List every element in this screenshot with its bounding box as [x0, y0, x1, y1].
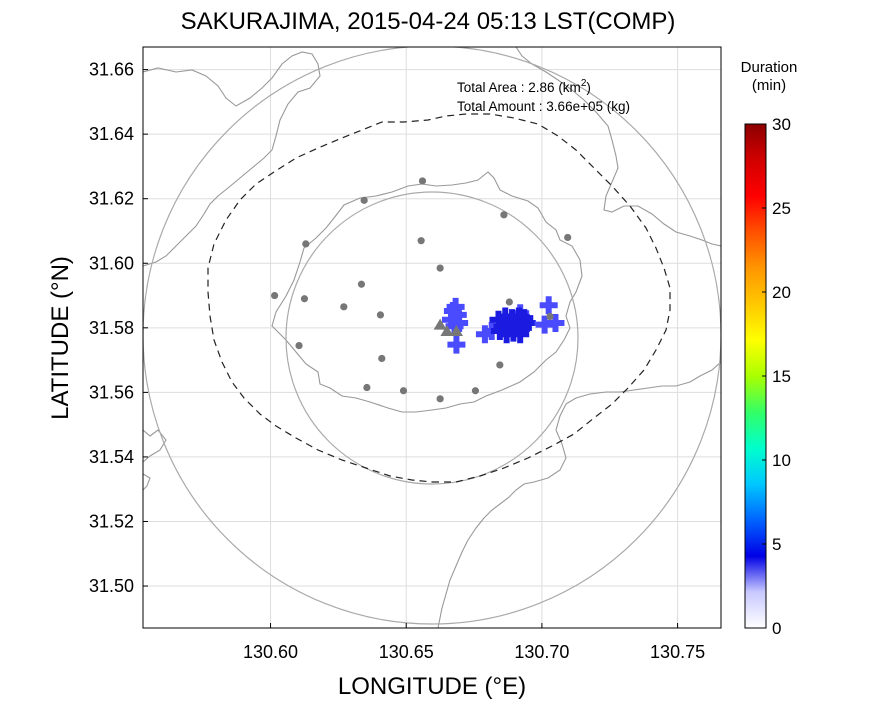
colorbar-title-line1: Duration [741, 59, 798, 76]
outer-range-ring [143, 47, 721, 625]
ashfall-cell [447, 335, 466, 354]
colorbar-ticks: 0 5 10 15 20 25 30 [762, 115, 791, 638]
y-tick-label: 31.50 [89, 576, 134, 596]
mainland-coastline-west [143, 51, 321, 267]
station-point [471, 387, 480, 395]
station-point [302, 240, 310, 248]
y-tick-label: 31.52 [89, 511, 134, 531]
station-point [376, 311, 385, 319]
x-axis-label: LONGITUDE (°E) [338, 673, 526, 700]
island-coastline [271, 171, 583, 413]
total-area-close: ) [586, 80, 591, 95]
colorbar-tick-label: 20 [772, 283, 791, 302]
station-point [500, 211, 508, 219]
total-area-superscript: 2 [581, 78, 587, 89]
ashfall-cell [546, 313, 565, 332]
colorbar-tick-label: 5 [772, 535, 781, 554]
station-point [295, 341, 303, 350]
plot-frame [142, 46, 722, 629]
station-point [436, 264, 444, 272]
plot-area [142, 46, 722, 629]
mainland-coastline-southwest [143, 429, 167, 463]
dashed-boundary [207, 113, 671, 483]
station-point [378, 354, 386, 363]
ashfall-cell-dense [516, 313, 535, 332]
map-layer [143, 47, 721, 628]
inner-range-ring [285, 191, 579, 485]
mainland-coastline-east [437, 361, 721, 628]
vent-layer [433, 318, 463, 337]
x-tick-label: 130.60 [243, 642, 298, 662]
station-point [496, 361, 504, 369]
x-axis-ticks: 130.60 130.65 130.70 130.75 [243, 623, 705, 662]
mainland-coastline-north [515, 47, 721, 247]
colorbar-tick-label: 0 [772, 619, 781, 638]
station-point [436, 395, 444, 403]
x-tick-label: 130.65 [379, 642, 434, 662]
station-point [399, 387, 408, 395]
x-tick-label: 130.75 [650, 642, 705, 662]
ashfall-cell-dense [490, 322, 509, 341]
station-point [300, 295, 309, 303]
vent-marker [449, 325, 463, 337]
vent-marker [433, 318, 447, 330]
colorbar: Duration (min) 0 5 10 15 20 25 30 [741, 59, 798, 638]
total-amount-text: Total Amount : 3.66e+05 (kg) [457, 99, 630, 114]
colorbar-tick-label: 30 [772, 115, 791, 134]
ashfall-cell-dense [511, 325, 530, 344]
colorbar-tick-label: 25 [772, 199, 791, 218]
y-tick-label: 31.58 [89, 318, 134, 338]
station-point [340, 303, 348, 311]
ashfall-layer [441, 296, 565, 354]
station-point [271, 291, 279, 300]
total-area-label: Total Area : 2.86 (km [457, 80, 581, 95]
station-point [363, 383, 371, 392]
y-tick-label: 31.54 [89, 447, 134, 467]
colorbar-title-line2: (min) [752, 77, 786, 94]
total-area-text: Total Area : 2.86 (km2) [457, 78, 591, 95]
y-tick-label: 31.60 [89, 253, 134, 273]
y-axis-label: LATITUDE (°N) [47, 256, 74, 420]
station-point [357, 280, 366, 288]
chart-title: SAKURAJIMA, 2015-04-24 05:13 LST(COMP) [181, 8, 676, 35]
stats-annotation: Total Area : 2.86 (km2) Total Amount : 3… [457, 78, 630, 114]
ashfall-cell [539, 296, 558, 315]
y-tick-label: 31.62 [89, 189, 134, 209]
y-tick-label: 31.64 [89, 124, 134, 144]
station-point [546, 312, 554, 321]
station-point [360, 196, 368, 204]
station-point [564, 233, 572, 242]
y-axis-ticks: 31.50 31.52 31.54 31.56 31.58 31.60 31.62 31.64… [89, 60, 148, 596]
vent-marker [440, 325, 454, 337]
station-point [417, 237, 425, 245]
colorbar-tick-label: 15 [772, 367, 791, 386]
colorbar-tick-label: 10 [772, 451, 791, 470]
plot-background [143, 47, 721, 628]
y-tick-label: 31.56 [89, 382, 134, 402]
y-tick-label: 31.66 [89, 60, 134, 80]
gridlines [143, 47, 721, 628]
station-layer [271, 177, 572, 403]
station-point [505, 298, 513, 306]
x-tick-label: 130.70 [514, 642, 569, 662]
islet-coastline [143, 473, 151, 491]
station-point [418, 177, 427, 185]
